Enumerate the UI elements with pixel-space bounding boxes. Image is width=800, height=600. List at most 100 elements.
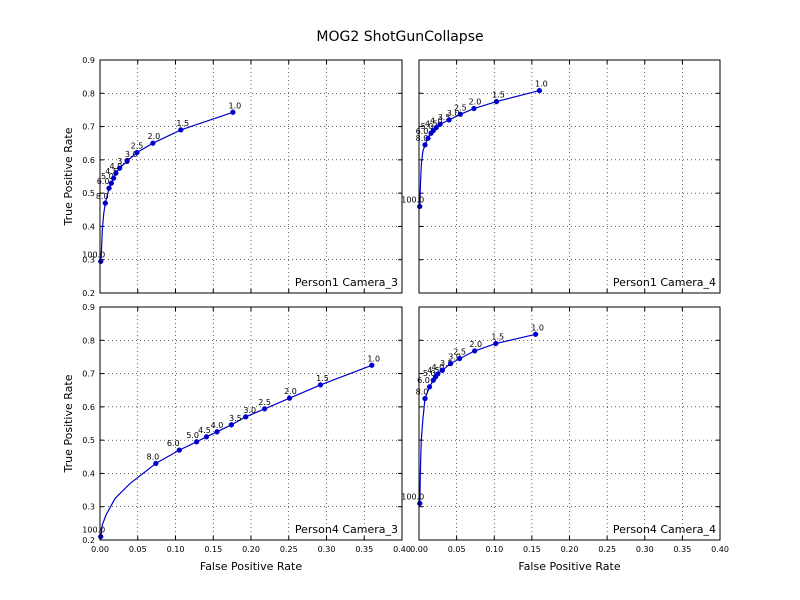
threshold-label: 2.5 <box>258 398 271 407</box>
threshold-label: 5.0 <box>423 369 436 378</box>
axes-frame <box>418 306 721 541</box>
threshold-label: 3.0 <box>447 109 460 118</box>
threshold-label: 6.0 <box>167 439 180 448</box>
data-point <box>457 111 464 117</box>
y-tick-label: 0.5 <box>82 436 95 445</box>
roc-curve <box>100 364 373 537</box>
threshold-label: 100.0 <box>82 250 105 259</box>
data-point <box>317 382 324 388</box>
threshold-label: 4.5 <box>427 366 440 375</box>
threshold-label: 8.0 <box>96 192 109 201</box>
threshold-label: 5.0 <box>186 431 199 440</box>
threshold-label: 4.5 <box>425 120 438 129</box>
data-point <box>193 439 200 445</box>
threshold-label: 1.5 <box>492 91 505 100</box>
data-point <box>433 124 439 131</box>
threshold-label: 2.0 <box>469 340 482 349</box>
data-point <box>439 367 445 373</box>
x-tick-label: 0.00 <box>410 545 428 554</box>
x-tick-label: 0.35 <box>673 545 691 554</box>
data-point <box>214 429 220 435</box>
data-point <box>422 142 428 148</box>
threshold-label: 3.0 <box>243 406 256 415</box>
data-point <box>108 180 114 186</box>
data-point <box>422 395 428 402</box>
y-tick-label: 0.5 <box>82 189 95 198</box>
threshold-label: 4.0 <box>431 363 444 372</box>
data-point <box>369 362 375 368</box>
x-tick-label: 0.30 <box>318 545 336 554</box>
data-point <box>153 460 159 467</box>
data-point <box>447 360 454 367</box>
x-tick-label: 0.10 <box>485 545 503 554</box>
threshold-label: 2.0 <box>284 387 297 396</box>
threshold-label: 4.0 <box>211 421 224 430</box>
threshold-label: 100.0 <box>401 195 424 204</box>
threshold-label: 1.0 <box>229 101 242 110</box>
threshold-label: 6.0 <box>416 127 429 136</box>
threshold-label: 4.5 <box>105 167 118 176</box>
data-point <box>425 135 431 141</box>
threshold-label: 1.5 <box>316 374 329 383</box>
x-tick-label: 0.25 <box>598 545 616 554</box>
figure-title: MOG2 ShotGunCollapse <box>316 29 483 45</box>
data-point <box>417 203 423 210</box>
threshold-label: 100.0 <box>82 526 105 535</box>
y-tick-label: 0.3 <box>82 256 95 265</box>
panel-label: Person4 Camera_3 <box>295 523 398 536</box>
x-tick-label: 0.35 <box>355 545 373 554</box>
y-tick-label: 0.7 <box>82 123 95 132</box>
x-tick-label: 0.10 <box>167 545 185 554</box>
data-point <box>532 331 539 337</box>
x-tick-label: 0.25 <box>280 545 298 554</box>
threshold-label: 1.5 <box>491 333 504 342</box>
threshold-label: 5.0 <box>101 172 114 181</box>
data-point <box>536 87 543 94</box>
x-tick-label: 0.40 <box>393 545 411 554</box>
threshold-label: 6.0 <box>97 177 110 186</box>
x-axis-label: False Positive Rate <box>518 560 620 573</box>
data-point <box>203 434 210 440</box>
threshold-label: 2.5 <box>453 348 466 357</box>
data-point <box>178 127 184 133</box>
data-point <box>435 371 441 377</box>
threshold-label: 2.0 <box>147 132 160 141</box>
panel-label: Person1 Camera_4 <box>613 276 716 289</box>
data-point <box>230 109 236 115</box>
x-axis-label: False Positive Rate <box>200 560 302 573</box>
x-tick-label: 0.40 <box>711 545 729 554</box>
panel-1: 0.2 0.3 0.4 0.5 0.6 0.7 0.8 0.9 100.0 8.0 6.05.04.… <box>62 56 403 298</box>
threshold-label: 3.5 <box>438 113 451 122</box>
y-tick-label: 0.4 <box>82 222 95 231</box>
threshold-label: 4.0 <box>430 117 443 126</box>
panel-4: 0.00 0.05 0.10 0.15 0.20 0.25 0.30 0.35 0.40 100.… <box>401 306 729 573</box>
y-tick-label: 0.3 <box>82 503 95 512</box>
data-point <box>437 121 443 127</box>
data-point <box>106 185 112 191</box>
data-point <box>113 170 119 176</box>
axes-frame <box>418 59 721 294</box>
panel-2: 100.0 8.06.05.04.54.03.53.02.52.0 1.5 1.0 Pe… <box>401 59 721 294</box>
axes-frame <box>99 59 403 294</box>
data-point <box>472 348 478 354</box>
threshold-label: 6.0 <box>417 376 430 385</box>
data-point <box>493 340 499 347</box>
threshold-label: 1.0 <box>531 323 544 332</box>
threshold-label: 3.0 <box>125 150 138 159</box>
data-point <box>471 105 477 112</box>
y-tick-label: 0.8 <box>82 336 95 345</box>
panel-label: Person1 Camera_3 <box>295 276 398 289</box>
y-tick-label: 0.9 <box>82 303 95 312</box>
data-point <box>150 140 156 146</box>
y-axis-label: True Positive Rate <box>62 127 75 226</box>
data-point <box>417 500 423 507</box>
threshold-label: 3.5 <box>440 359 453 368</box>
threshold-label: 100.0 <box>401 492 424 501</box>
data-point <box>456 355 463 362</box>
threshold-label: 2.0 <box>469 98 482 107</box>
axes-frame <box>99 306 403 541</box>
panel-label: Person4 Camera_4 <box>613 523 716 536</box>
y-tick-label: 0.2 <box>82 289 95 298</box>
panel-3: 0.00 0.05 0.10 0.15 0.20 0.25 0.30 0.35 0.40 0.2 0… <box>62 303 411 573</box>
